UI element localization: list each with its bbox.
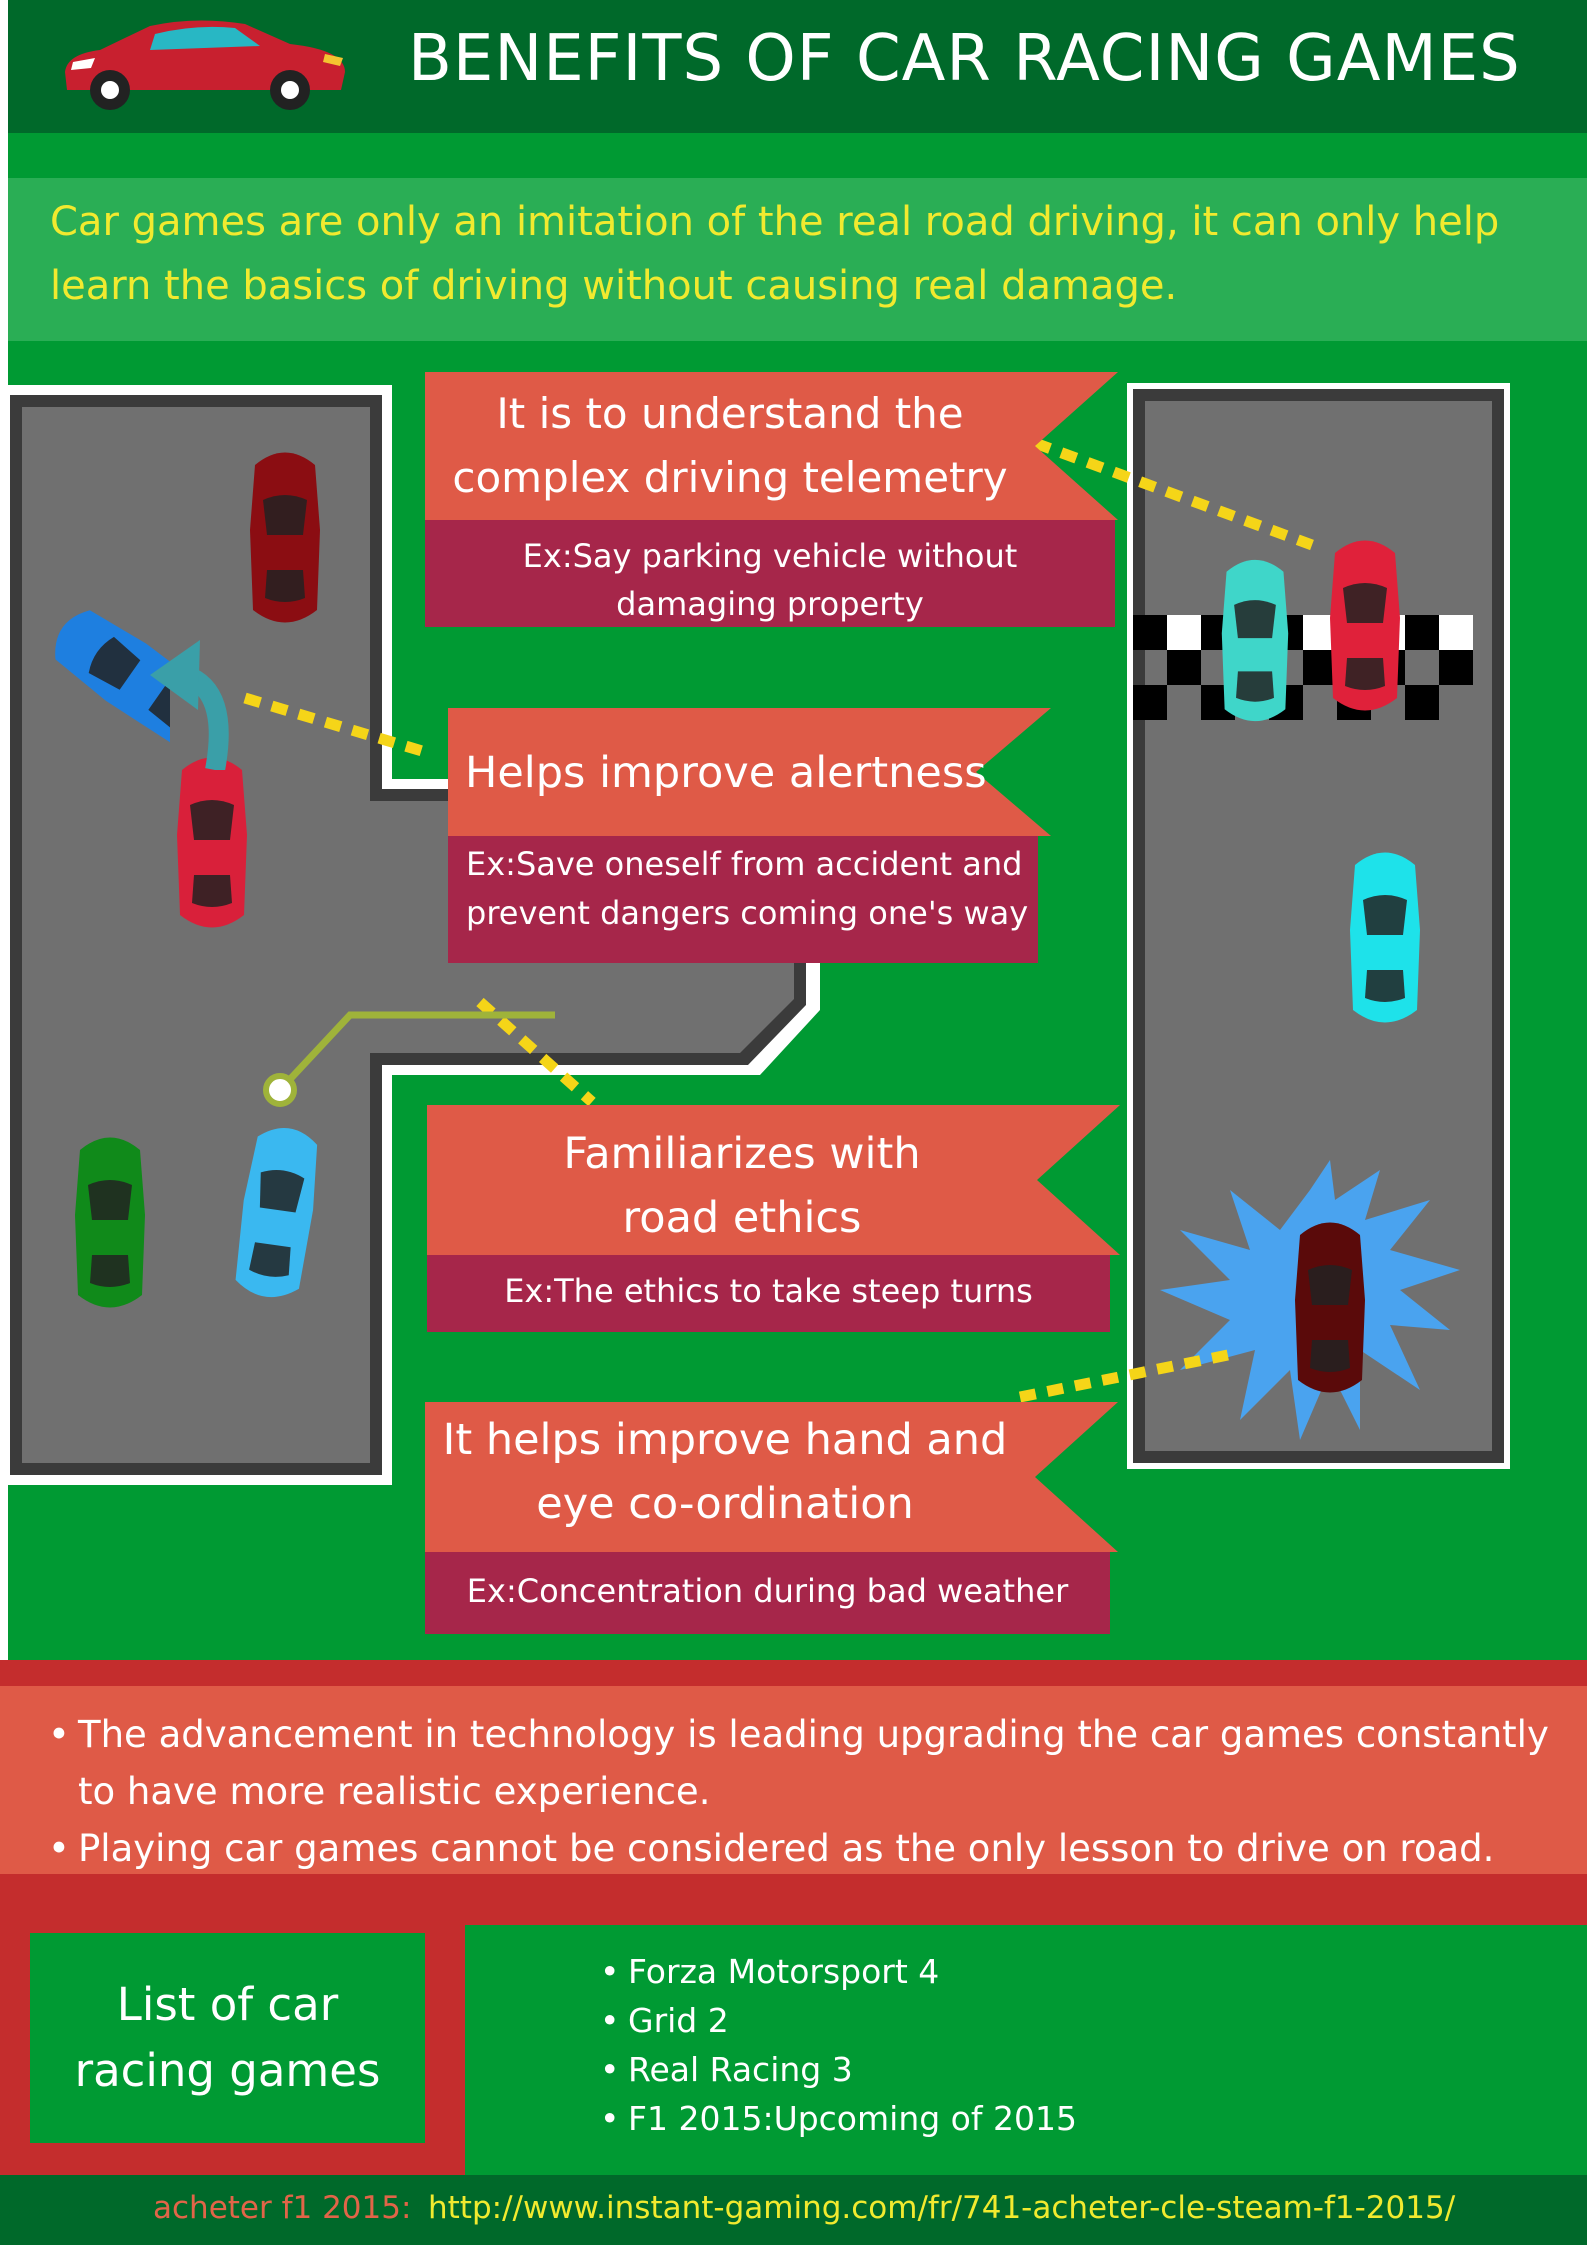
- benefit-ribbon-1: [425, 372, 1118, 520]
- note-item: The advancement in technology is leading…: [48, 1706, 1568, 1820]
- footer-bar: [0, 2175, 1587, 2245]
- benefit-example-3: Ex:The ethics to take steep turns: [427, 1255, 1110, 1332]
- benefit-title-3: Familiarizes with road ethics: [563, 1129, 921, 1243]
- games-list: Forza Motorsport 4 Grid 2 Real Racing 3 …: [600, 1947, 1077, 2143]
- benefit-title-1: It is to understand the complex driving t…: [452, 389, 1008, 502]
- benefit-ribbon-4: [425, 1402, 1118, 1552]
- turn-arrow-icon: [150, 640, 229, 770]
- benefit-title-4: It helps improve hand and eye co-ordinati…: [442, 1415, 1008, 1529]
- list-item: F1 2015:Upcoming of 2015: [600, 2094, 1077, 2143]
- list-item: Real Racing 3: [600, 2045, 1077, 2094]
- list-item: Grid 2: [600, 1996, 1077, 2045]
- benefit-example-4: Ex:Concentration during bad weather: [425, 1552, 1110, 1634]
- games-list-heading-box: [30, 1933, 425, 2143]
- intro-text: Car games are only an imitation of the r…: [50, 199, 1500, 309]
- benefit-ribbon-3: [427, 1105, 1120, 1255]
- footer-link[interactable]: http://www.instant-gaming.com/fr/741-ach…: [428, 2190, 1456, 2226]
- list-item: Forza Motorsport 4: [600, 1947, 1077, 1996]
- left-road-track: [0, 385, 820, 1485]
- benefit-ribbon-2: [448, 708, 1051, 836]
- notes-section: The advancement in technology is leading…: [0, 1660, 1587, 1900]
- note-item: Playing car games cannot be considered a…: [48, 1820, 1568, 1877]
- benefit-title-2: Helps improve alertness: [465, 748, 987, 798]
- benefit-example-2: Ex:Save oneself from accident and prevent…: [448, 836, 1038, 963]
- benefit-example-1: Ex:Say parking vehicle without damaging p…: [425, 520, 1115, 627]
- page-title: BENEFITS OF CAR RACING GAMES: [408, 22, 1521, 96]
- games-list-heading: List of car racing games: [74, 1978, 381, 2097]
- connector-lines: [243, 437, 1314, 1403]
- intro-box: [8, 178, 1587, 341]
- red-car-icon: [65, 20, 345, 110]
- footer-label: acheter f1 2015:: [153, 2190, 412, 2226]
